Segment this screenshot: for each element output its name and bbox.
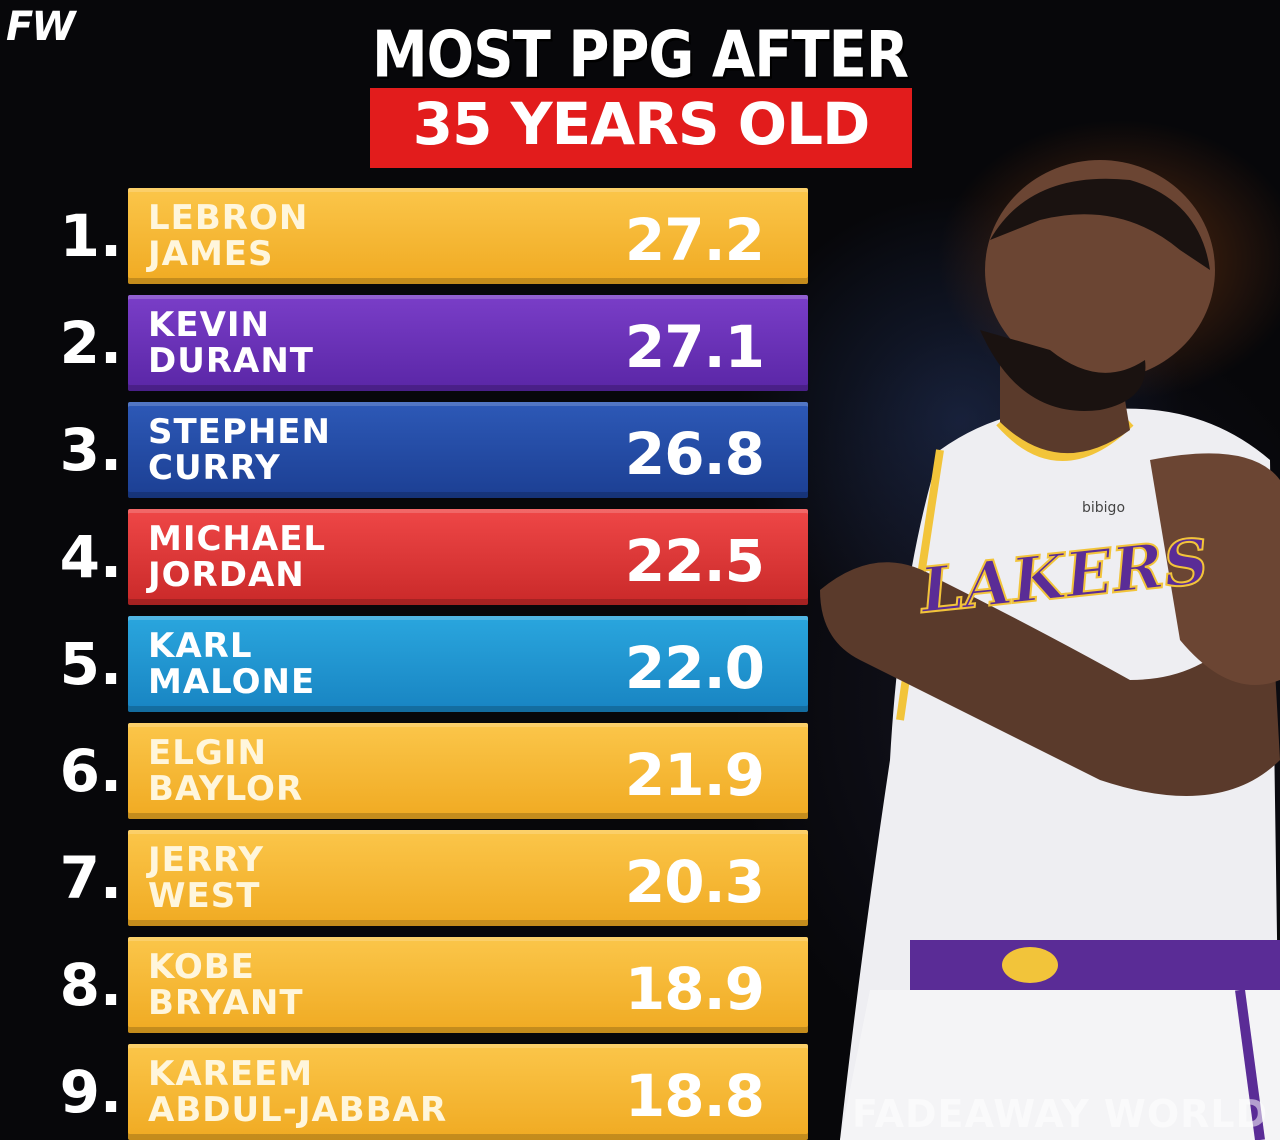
ranking-row: 5. KARL MALONE 22.0 [0, 616, 820, 712]
player-first-name: KAREEM [148, 1054, 314, 1094]
rank-number: 1. [59, 202, 122, 270]
rank-number: 2. [59, 309, 122, 377]
player-name: LEBRON JAMES [148, 200, 568, 272]
player-last-name: BRYANT [148, 983, 304, 1023]
ranking-row: 1. LEBRON JAMES 27.2 [0, 188, 820, 284]
player-first-name: JERRY [148, 840, 264, 880]
ranking-row: 2. KEVIN DURANT 27.1 [0, 295, 820, 391]
watermark: FADEAWAY WORLD [852, 1092, 1269, 1136]
ppg-value: 20.3 [624, 848, 765, 916]
player-first-name: STEPHEN [148, 412, 331, 452]
player-bar: KARL MALONE 22.0 [128, 616, 808, 712]
ppg-value: 18.8 [624, 1062, 765, 1130]
player-bar: ELGIN BAYLOR 21.9 [128, 723, 808, 819]
player-first-name: KOBE [148, 947, 255, 987]
ranking-row: 6. ELGIN BAYLOR 21.9 [0, 723, 820, 819]
ppg-value: 18.9 [624, 955, 765, 1023]
player-name: JERRY WEST [148, 842, 568, 914]
rank-number: 9. [59, 1058, 122, 1126]
ppg-value: 27.1 [624, 313, 765, 381]
player-first-name: MICHAEL [148, 519, 327, 559]
ranking-row: 3. STEPHEN CURRY 26.8 [0, 402, 820, 498]
player-first-name: ELGIN [148, 733, 267, 773]
player-last-name: MALONE [148, 662, 316, 702]
rank-number: 4. [59, 523, 122, 591]
sponsor-text: bibigo [1082, 500, 1125, 516]
player-first-name: KEVIN [148, 305, 270, 345]
player-last-name: BAYLOR [148, 769, 304, 809]
ppg-value: 21.9 [624, 741, 765, 809]
player-bar: MICHAEL JORDAN 22.5 [128, 509, 808, 605]
player-last-name: JAMES [148, 234, 274, 274]
player-bar: JERRY WEST 20.3 [128, 830, 808, 926]
rank-number: 5. [59, 630, 122, 698]
player-first-name: KARL [148, 626, 253, 666]
fw-logo: FW [6, 4, 75, 50]
player-last-name: JORDAN [148, 555, 305, 595]
player-last-name: ABDUL-JABBAR [148, 1090, 448, 1130]
player-bar: KOBE BRYANT 18.9 [128, 937, 808, 1033]
subtitle-banner: 35 YEARS OLD [370, 88, 912, 168]
ppg-value: 27.2 [624, 206, 765, 274]
ranking-row: 4. MICHAEL JORDAN 22.5 [0, 509, 820, 605]
player-bar: KAREEM ABDUL-JABBAR 18.8 [128, 1044, 808, 1140]
ranking-row: 9. KAREEM ABDUL-JABBAR 18.8 [0, 1044, 820, 1140]
player-photo: LAKERS bibigo [820, 160, 1280, 1140]
rank-number: 8. [59, 951, 122, 1019]
player-name: MICHAEL JORDAN [148, 521, 568, 593]
player-name: KARL MALONE [148, 628, 568, 700]
rank-number: 6. [59, 737, 122, 805]
player-last-name: CURRY [148, 448, 281, 488]
player-last-name: DURANT [148, 341, 314, 381]
player-name: STEPHEN CURRY [148, 414, 568, 486]
rank-number: 3. [59, 416, 122, 484]
player-bar: LEBRON JAMES 27.2 [128, 188, 808, 284]
ppg-value: 22.0 [624, 634, 765, 702]
player-name: ELGIN BAYLOR [148, 735, 568, 807]
player-first-name: LEBRON [148, 198, 309, 238]
player-name: KAREEM ABDUL-JABBAR [148, 1056, 568, 1128]
player-name: KOBE BRYANT [148, 949, 568, 1021]
player-bar: KEVIN DURANT 27.1 [128, 295, 808, 391]
player-bar: STEPHEN CURRY 26.8 [128, 402, 808, 498]
ranking-row: 8. KOBE BRYANT 18.9 [0, 937, 820, 1033]
player-last-name: WEST [148, 876, 261, 916]
player-name: KEVIN DURANT [148, 307, 568, 379]
ppg-value: 22.5 [624, 527, 765, 595]
rank-number: 7. [59, 844, 122, 912]
ppg-value: 26.8 [624, 420, 765, 488]
ranking-row: 7. JERRY WEST 20.3 [0, 830, 820, 926]
